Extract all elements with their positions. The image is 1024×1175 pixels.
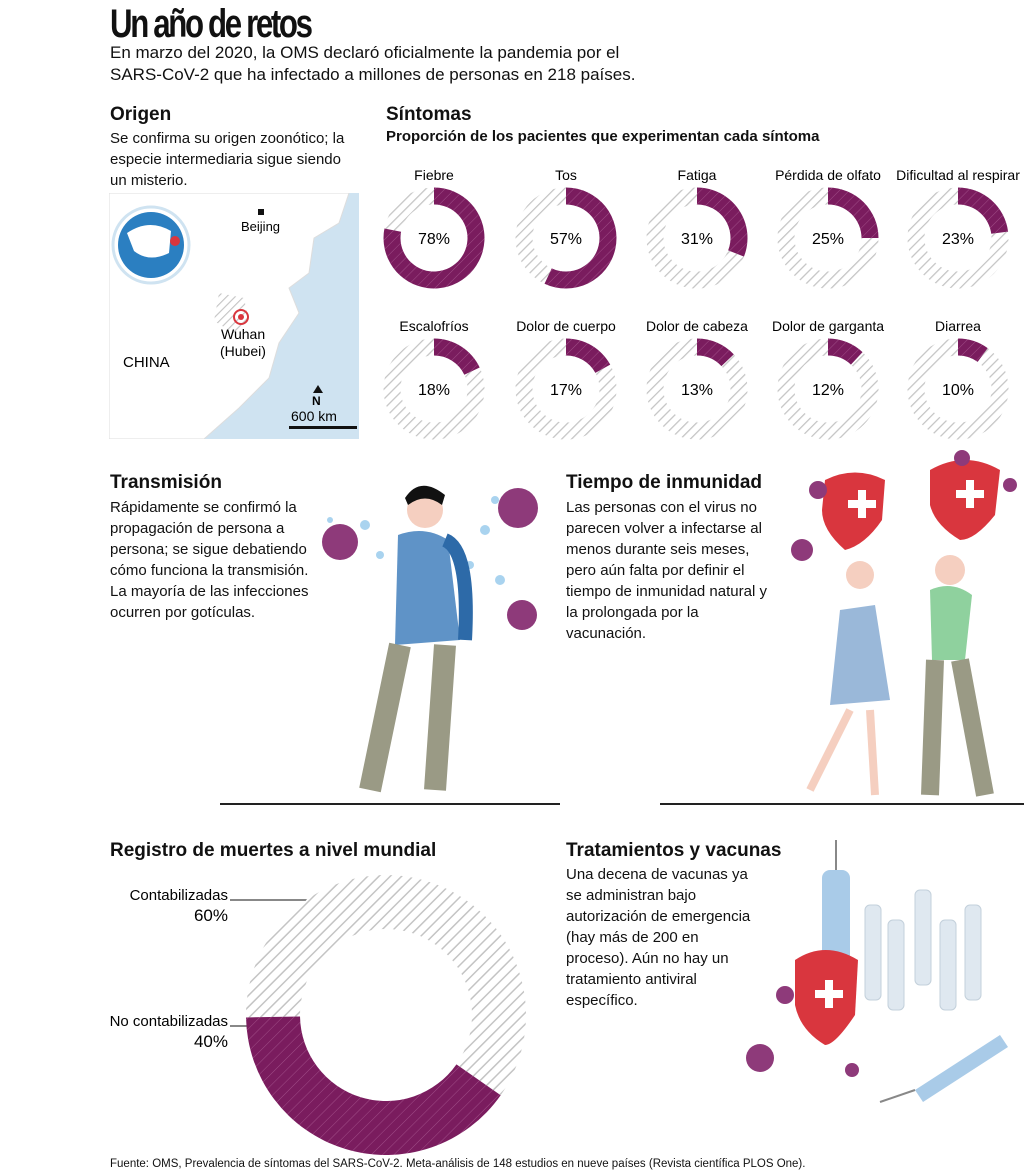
label-contabilizadas: Contabilizadas [130, 887, 228, 904]
virus-icon [322, 488, 538, 630]
transmision-text: Rápidamente se confirmó la propagación d… [110, 499, 309, 621]
symptom-label: Tos [555, 167, 577, 183]
symptom-label: Pérdida de olfato [775, 167, 881, 183]
donut-slice-7 [697, 338, 734, 367]
origen-title: Origen [110, 104, 172, 125]
immunity-illustration [660, 450, 1024, 805]
shield-icon [930, 460, 1000, 540]
map-scale-label: 600 km [291, 408, 337, 424]
shield-icon [795, 950, 858, 1045]
china-map: Beijing Wuhan (Hubei) CHINA N 600 km [109, 193, 359, 439]
muertes-title: Registro de muertes a nivel mundial [110, 840, 437, 861]
value-no-contabilizadas: 40% [194, 1032, 228, 1051]
symptom-label: Dolor de cabeza [646, 318, 748, 334]
donut-slice-8 [828, 338, 863, 365]
donut-slice-1 [544, 187, 617, 289]
map-label-hubei: (Hubei) [220, 343, 266, 359]
shield-icon [822, 472, 885, 550]
symptom-label: Dolor de cuerpo [516, 318, 616, 334]
donut-slice-9 [958, 338, 988, 362]
donut-value-label: 57% [550, 231, 582, 248]
scale-bar [289, 426, 357, 429]
donut-slice-3 [828, 187, 879, 238]
donut-value-label: 31% [681, 231, 713, 248]
symptom-label: Dolor de garganta [772, 318, 884, 334]
donut-value-label: 12% [812, 382, 844, 399]
donut-value-label: 10% [942, 382, 974, 399]
sintomas-subtitle: Proporción de los pacientes que experime… [386, 128, 820, 145]
north-arrow: N [312, 394, 321, 408]
sintomas-title: Síntomas [386, 104, 472, 125]
donut-value-label: 13% [681, 382, 713, 399]
symptom-label: Diarrea [935, 318, 981, 334]
donut-slice-4 [958, 187, 1009, 234]
label-no-contabilizadas: No contabilizadas [110, 1013, 228, 1030]
symptom-label: Fatiga [678, 167, 717, 183]
donut-value-label: 18% [418, 382, 450, 399]
vaccines-illustration [746, 840, 1008, 1103]
map-label-china: CHINA [123, 354, 170, 371]
donut-slice-0 [383, 187, 485, 289]
transmision-title: Transmisión [110, 472, 222, 493]
donut-value-label: 23% [942, 231, 974, 248]
syringe-icon [879, 1035, 1008, 1103]
inmunidad-title: Tiempo de inmunidad [566, 472, 762, 493]
map-label-beijing: Beijing [241, 219, 280, 234]
tratamientos-text: Una decena de vacunas ya se administran … [566, 866, 751, 1009]
donut-slice-5 [434, 338, 480, 375]
value-contabilizadas: 60% [194, 906, 228, 925]
slice-no-contabilizadas [246, 1016, 501, 1155]
slice-contabilizadas [246, 875, 526, 1096]
donut-slice-2 [697, 187, 748, 257]
symptom-label: Dificultad al respirar [896, 167, 1020, 183]
donut-value-label: 17% [550, 382, 582, 399]
donut-slice-6 [566, 338, 611, 373]
donut-value-label: 78% [418, 231, 450, 248]
footer-source: Fuente: OMS, Prevalencia de síntomas del… [110, 1158, 806, 1170]
page-title: Un año de retos [110, 2, 313, 46]
donut-value-label: 25% [812, 231, 844, 248]
symptom-donuts: 78% Fiebre 57% Tos 31% Fatiga 25% Pérdida de ol… [383, 167, 1020, 440]
tratamientos-title: Tratamientos y vacunas [566, 840, 782, 861]
deaths-donut: Contabilizadas 60% No contabilizadas 40% [110, 875, 526, 1155]
symptom-label: Escalofríos [399, 318, 468, 334]
origen-text: Se confirma su origen zoonótico; la espe… [110, 130, 345, 189]
symptom-label: Fiebre [414, 167, 454, 183]
map-label-wuhan: Wuhan [221, 326, 265, 342]
sick-person-illustration [220, 485, 560, 805]
page-subtitle: En marzo del 2020, la OMS declaró oficia… [110, 43, 636, 84]
inmunidad-text: Las personas con el virus no parecen vol… [566, 499, 767, 642]
